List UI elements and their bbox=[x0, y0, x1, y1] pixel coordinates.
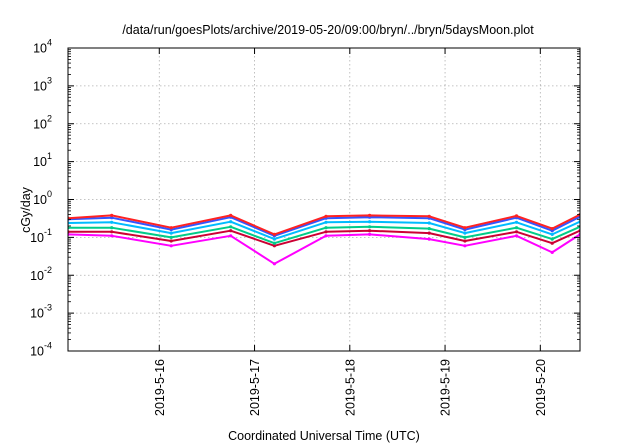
data-point bbox=[110, 234, 114, 238]
data-point bbox=[427, 231, 431, 235]
y-tick-exponent: 1 bbox=[47, 151, 52, 161]
x-tick-label: 2019-5-16 bbox=[153, 359, 167, 416]
data-point bbox=[272, 262, 276, 266]
data-point bbox=[169, 231, 173, 235]
y-tick-base: 10 bbox=[33, 117, 47, 131]
data-point bbox=[110, 220, 114, 224]
y-tick-exponent: -4 bbox=[44, 341, 52, 351]
data-point bbox=[427, 227, 431, 231]
data-point bbox=[368, 213, 372, 217]
data-point bbox=[229, 234, 233, 238]
data-point bbox=[110, 230, 114, 234]
y-tick-base: 10 bbox=[33, 79, 47, 93]
data-point bbox=[169, 226, 173, 230]
data-point bbox=[368, 225, 372, 229]
y-tick-exponent: 0 bbox=[47, 189, 52, 199]
y-tick-label: 101 bbox=[33, 151, 52, 169]
y-tick-base: 10 bbox=[33, 193, 47, 207]
y-tick-label: 10-3 bbox=[30, 303, 52, 321]
data-point bbox=[550, 232, 554, 236]
y-tick-label: 10-4 bbox=[30, 341, 52, 359]
y-tick-exponent: 2 bbox=[47, 113, 52, 123]
data-point bbox=[463, 231, 467, 235]
data-point bbox=[110, 213, 114, 217]
plot-frame bbox=[67, 47, 581, 352]
y-tick-base: 10 bbox=[30, 345, 44, 359]
data-point bbox=[229, 220, 233, 224]
y-tick-label: 100 bbox=[33, 189, 52, 207]
data-point bbox=[229, 225, 233, 229]
data-point bbox=[463, 239, 467, 243]
y-tick-exponent: 4 bbox=[47, 38, 52, 48]
data-point bbox=[169, 239, 173, 243]
data-point bbox=[514, 234, 519, 238]
y-tick-base: 10 bbox=[30, 307, 44, 321]
data-point bbox=[169, 244, 173, 248]
y-tick-base: 10 bbox=[30, 269, 44, 283]
data-point bbox=[427, 237, 431, 241]
series-line bbox=[68, 220, 580, 241]
data-point bbox=[550, 237, 554, 241]
y-tick-base: 10 bbox=[33, 42, 47, 56]
data-point bbox=[324, 214, 328, 218]
series-line bbox=[68, 225, 580, 245]
y-tick-base: 10 bbox=[30, 231, 44, 245]
data-point bbox=[463, 235, 467, 239]
data-point bbox=[110, 216, 114, 220]
series-line bbox=[68, 233, 580, 265]
data-point bbox=[272, 244, 276, 248]
grid bbox=[68, 48, 580, 351]
data-point bbox=[427, 221, 431, 225]
data-point bbox=[368, 232, 372, 236]
y-tick-label: 102 bbox=[33, 113, 52, 131]
x-tick-label: 2019-5-18 bbox=[343, 359, 357, 416]
data-point bbox=[272, 232, 276, 236]
series-line bbox=[68, 229, 580, 247]
y-tick-base: 10 bbox=[33, 155, 47, 169]
data-point bbox=[514, 226, 519, 230]
chart-title: /data/run/goesPlots/archive/2019-05-20/0… bbox=[122, 23, 534, 37]
x-tick-label: 2019-5-19 bbox=[439, 359, 453, 416]
series-layer bbox=[68, 213, 580, 266]
x-tick-label: 2019-5-17 bbox=[248, 359, 262, 416]
y-axis-label: cGy/day bbox=[19, 186, 33, 233]
y-tick-exponent: 3 bbox=[47, 75, 52, 85]
data-point bbox=[550, 241, 554, 245]
data-point bbox=[229, 229, 233, 233]
y-tick-exponent: -2 bbox=[44, 265, 52, 275]
data-point bbox=[514, 220, 519, 224]
y-tick-exponent: -3 bbox=[44, 303, 52, 313]
y-tick-exponent: -1 bbox=[44, 227, 52, 237]
data-point bbox=[169, 235, 173, 239]
data-point bbox=[550, 250, 554, 254]
data-point bbox=[272, 241, 276, 245]
data-point bbox=[550, 227, 554, 231]
y-tick-label: 104 bbox=[33, 38, 52, 56]
data-point bbox=[324, 234, 328, 238]
y-tick-label: 103 bbox=[33, 75, 52, 93]
data-point bbox=[368, 220, 372, 224]
series-line bbox=[68, 213, 580, 236]
data-point bbox=[110, 226, 114, 230]
data-point bbox=[514, 214, 519, 218]
data-point bbox=[324, 226, 328, 230]
data-point bbox=[324, 230, 328, 234]
y-tick-label: 10-1 bbox=[30, 227, 52, 245]
data-point bbox=[514, 230, 519, 234]
y-tick-label: 10-2 bbox=[30, 265, 52, 283]
x-axis-label: Coordinated Universal Time (UTC) bbox=[228, 429, 420, 443]
x-tick-label: 2019-5-20 bbox=[534, 359, 548, 416]
data-point bbox=[324, 220, 328, 224]
data-point bbox=[368, 229, 372, 233]
series-line bbox=[68, 215, 580, 237]
data-point bbox=[463, 244, 467, 248]
data-point bbox=[229, 213, 233, 217]
data-point bbox=[272, 237, 276, 241]
data-point bbox=[427, 214, 431, 218]
data-point bbox=[463, 226, 467, 230]
